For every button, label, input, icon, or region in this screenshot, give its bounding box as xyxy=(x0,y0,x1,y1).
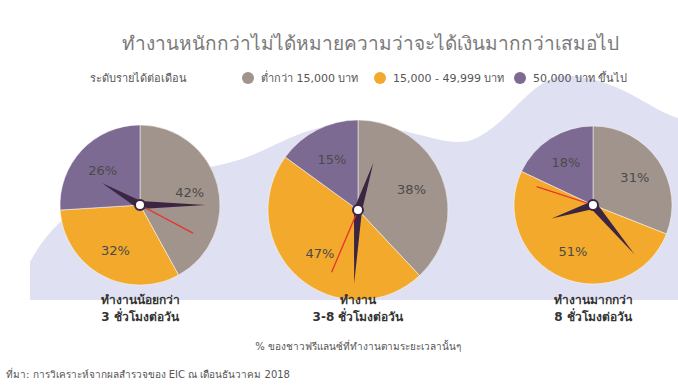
source: ที่มา: การวิเคราะห์จากผลสำรวจของ EIC ณ เ… xyxy=(6,367,290,380)
clock-hand xyxy=(140,201,206,209)
clock-hand xyxy=(354,210,362,284)
clock-center xyxy=(588,200,598,210)
pie-title: ทำงาน3-8 ชั่วโมงต่อวัน xyxy=(313,293,405,324)
pie xyxy=(514,126,672,284)
legend-title: ระดับรายได้ต่อเดือน xyxy=(90,72,187,85)
pie-title-line: ทำงาน xyxy=(340,293,377,307)
data-label: 18% xyxy=(551,155,580,170)
legend-entry: 15,000 - 49,999 บาท xyxy=(393,72,504,85)
clock-second-hand xyxy=(332,210,358,272)
data-label: 26% xyxy=(88,163,117,178)
pie-slice xyxy=(522,126,593,205)
pie-title: ทำงานน้อยกว่า3 ชั่วโมงต่อวัน xyxy=(101,293,180,324)
pie-title-line: 3 ชั่วโมงต่อวัน xyxy=(101,308,180,324)
pie xyxy=(268,120,448,300)
pie-title-line: 8 ชั่วโมงต่อวัน xyxy=(554,308,633,324)
data-label: 15% xyxy=(317,152,346,167)
data-label: 38% xyxy=(397,182,426,197)
pie-slice xyxy=(60,205,178,285)
data-label: 47% xyxy=(305,246,334,261)
data-label: 42% xyxy=(175,185,204,200)
clock-second-hand xyxy=(140,205,193,233)
pie-title-line: ทำงานน้อยกว่า xyxy=(101,293,180,307)
clock-center xyxy=(353,205,363,215)
data-label: 32% xyxy=(101,243,130,258)
legend-entry: 50,000 บาท ขึ้นไป xyxy=(533,70,627,85)
clock-hand xyxy=(590,202,635,254)
pie-title-line: ทำงานมากกว่า xyxy=(554,293,633,307)
clock-second-hand xyxy=(537,187,593,205)
annotation: % ของชาวฟรีแลนซ์ที่ทำงานตามระยะเวลานั้นๆ xyxy=(255,339,461,352)
clock-center xyxy=(135,200,145,210)
chart: ทำงานหนักกว่าไม่ได้หมายความว่าจะได้เงินม… xyxy=(0,0,678,391)
pie-slice xyxy=(285,120,358,210)
data-label: 51% xyxy=(558,244,587,259)
background-wave xyxy=(30,76,678,300)
legend-swatch xyxy=(242,72,254,84)
data-label: 31% xyxy=(620,170,649,185)
pie-title: ทำงานมากกว่า8 ชั่วโมงต่อวัน xyxy=(554,293,633,324)
pie xyxy=(60,125,220,285)
clock-hand xyxy=(354,163,373,211)
title: ทำงานหนักกว่าไม่ได้หมายความว่าจะได้เงินม… xyxy=(122,32,619,54)
legend-swatch xyxy=(514,72,526,84)
legend-entry: ต่ำกว่า 15,000 บาท xyxy=(261,70,358,85)
pie-title-line: 3-8 ชั่วโมงต่อวัน xyxy=(313,308,405,324)
legend-swatch xyxy=(374,72,386,84)
